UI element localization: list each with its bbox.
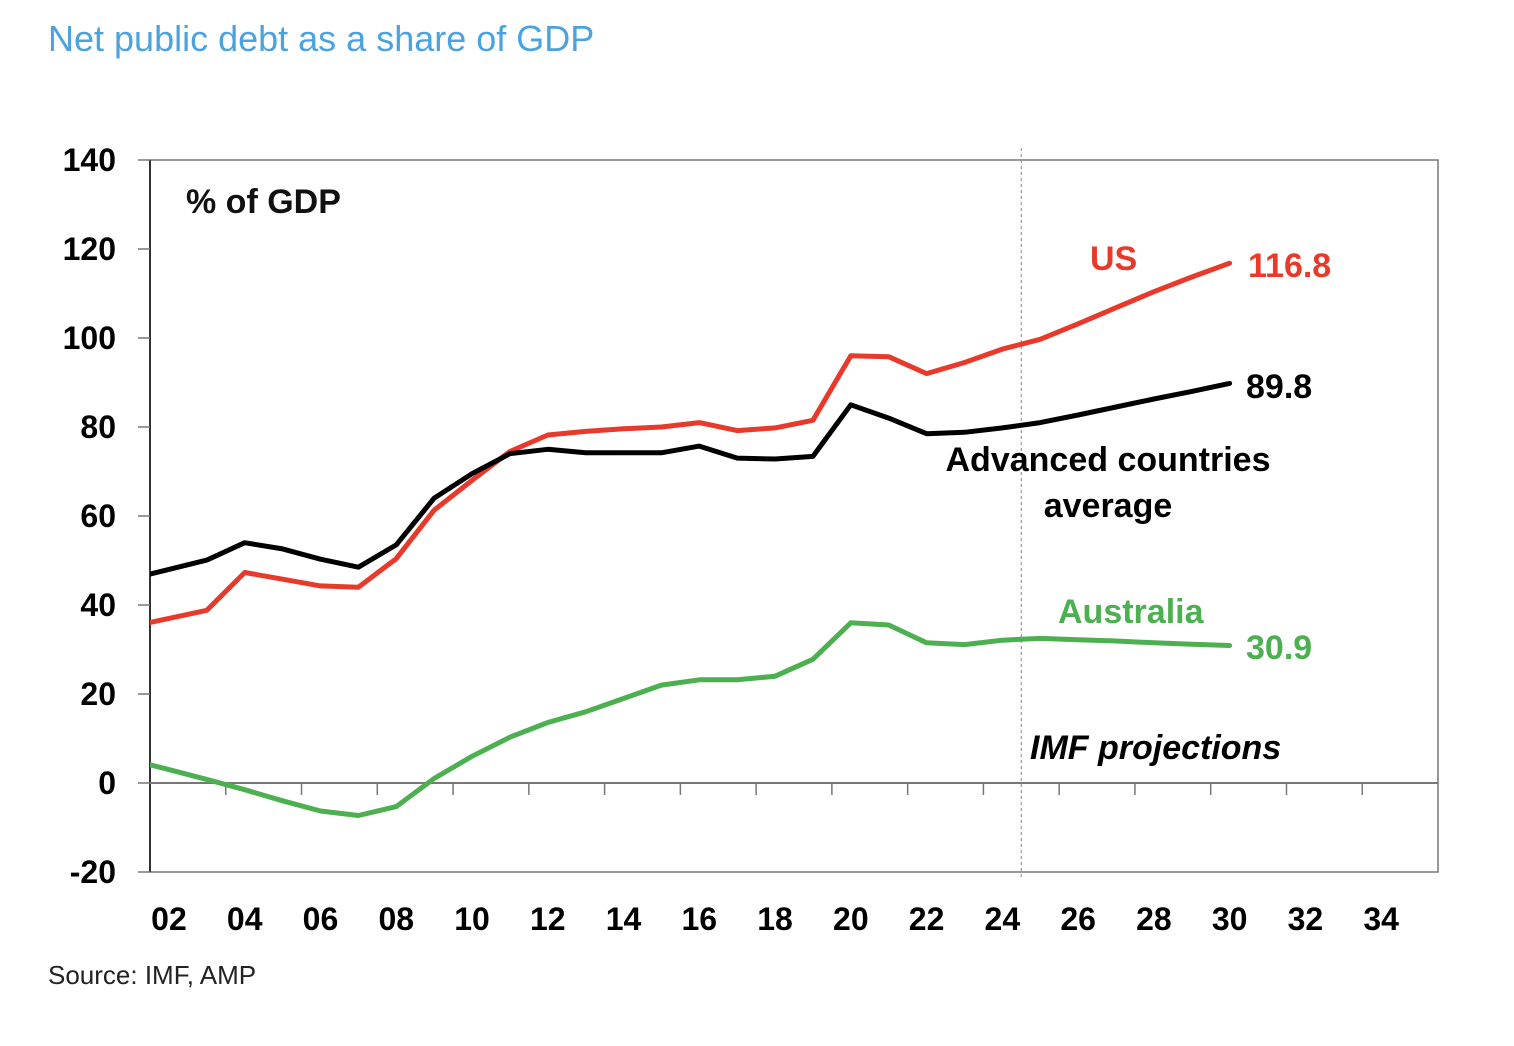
x-tick-label: 28	[1136, 901, 1172, 937]
y-tick-label: -20	[70, 854, 116, 890]
x-tick-label: 34	[1363, 901, 1399, 937]
axes	[149, 148, 1439, 880]
series-label-australia: Australia	[1058, 593, 1205, 631]
x-tick-label: 10	[454, 901, 490, 937]
y-tick-label: 100	[63, 320, 116, 356]
y-tick-label: 140	[63, 142, 116, 178]
x-tick-label: 32	[1288, 901, 1324, 937]
y-tick-label: 120	[63, 231, 116, 267]
series-line-australia	[150, 620, 1233, 818]
x-tick-label: 12	[530, 901, 566, 937]
annotations: % of GDP US 116.8 89.8 Advanced countrie…	[186, 183, 1331, 767]
x-tick-label: 02	[151, 901, 187, 937]
x-tick-label: 08	[378, 901, 414, 937]
tick-marks	[138, 159, 1363, 873]
end-label-australia: 30.9	[1246, 629, 1312, 667]
x-tick-label: 06	[303, 901, 339, 937]
y-tick-label: 20	[80, 676, 116, 712]
projection-label: IMF projections	[1030, 729, 1281, 767]
y-tick-label: 80	[80, 409, 116, 445]
x-tick-label: 20	[833, 901, 869, 937]
y-tick-label: 0	[98, 765, 116, 801]
series-line-us	[150, 260, 1233, 625]
x-tick-label: 30	[1212, 901, 1248, 937]
chart-title: Net public debt as a share of GDP	[48, 18, 595, 59]
series-label-advanced-line2: average	[1044, 487, 1173, 525]
x-tick-label: 16	[681, 901, 717, 937]
y-tick-label: 60	[80, 498, 116, 534]
series-lines	[150, 260, 1233, 818]
series-label-advanced-line1: Advanced countries	[946, 441, 1271, 479]
y-tick-labels: -20 0 20 40 60 80 100 120 140	[63, 142, 116, 890]
x-tick-label: 14	[606, 901, 642, 937]
unit-label: % of GDP	[186, 183, 341, 221]
y-tick-label: 40	[80, 587, 116, 623]
source-note: Source: IMF, AMP	[48, 960, 257, 990]
series-line-advanced-countries-average	[150, 380, 1233, 577]
x-tick-label: 04	[227, 901, 263, 937]
x-tick-label: 26	[1060, 901, 1096, 937]
series-label-us: US	[1090, 240, 1137, 278]
x-tick-labels: 02 04 06 08 10 12 14 16 18 20 22 24 26 28 30 32 34	[151, 901, 1399, 937]
end-label-us: 116.8	[1248, 247, 1331, 285]
x-tick-label: 22	[909, 901, 945, 937]
x-tick-label: 24	[985, 901, 1021, 937]
end-label-advanced: 89.8	[1246, 368, 1312, 406]
x-tick-label: 18	[757, 901, 793, 937]
